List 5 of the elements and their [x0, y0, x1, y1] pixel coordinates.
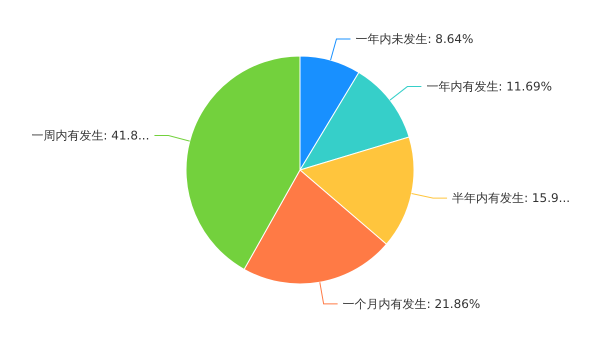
slice-label: 一周内有发生: 41.8...	[31, 128, 150, 143]
slice-label: 一个月内有发生: 21.86%	[342, 296, 480, 311]
slice-label: 一年内有发生: 11.69%	[426, 80, 552, 94]
slice-label: 一年内未发生: 8.64%	[355, 32, 474, 46]
slice-label: 半年内有发生: 15.9...	[452, 191, 570, 206]
